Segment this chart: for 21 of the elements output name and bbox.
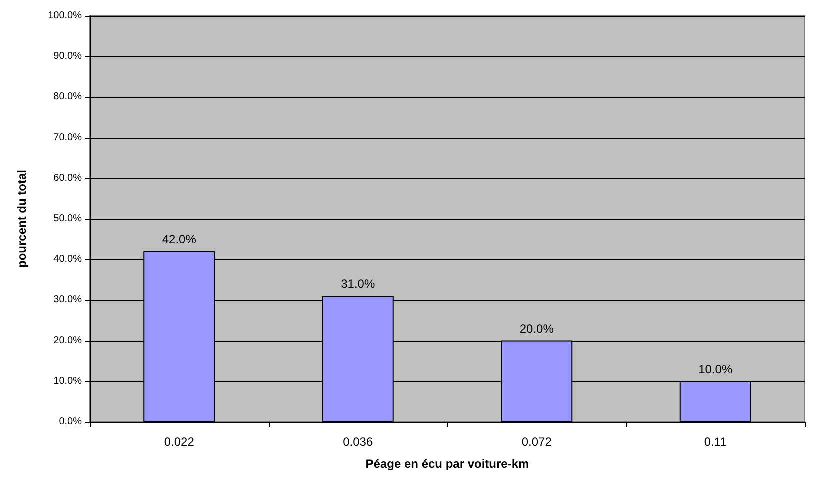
data-label: 10.0%: [698, 362, 733, 376]
x-tick-label: 0.036: [343, 435, 374, 449]
data-label: 42.0%: [162, 232, 197, 246]
y-tick-label: 20.0%: [54, 335, 82, 346]
y-tick-label: 100.0%: [48, 10, 82, 22]
x-tick-label: 0.022: [164, 435, 195, 449]
y-tick-label: 60.0%: [54, 172, 82, 184]
y-tick-label: 80.0%: [54, 92, 82, 103]
y-axis-title: pourcent du total: [15, 170, 29, 268]
x-tick-label: 0.11: [704, 435, 728, 449]
y-tick-label: 50.0%: [54, 214, 82, 224]
y-tick-label: 30.0%: [54, 294, 82, 306]
y-tick-label: 10.0%: [54, 376, 82, 387]
y-tick-label: 40.0%: [54, 254, 82, 266]
x-axis-title: Péage en écu par voiture-km: [366, 457, 530, 471]
x-tick-label: 0.072: [522, 435, 552, 449]
data-label: 20.0%: [520, 322, 554, 336]
data-label: 31.0%: [341, 277, 376, 292]
y-tick-label: 90.0%: [54, 51, 82, 62]
y-tick-label: 0.0%: [59, 416, 82, 428]
y-tick-label: 70.0%: [54, 132, 82, 144]
